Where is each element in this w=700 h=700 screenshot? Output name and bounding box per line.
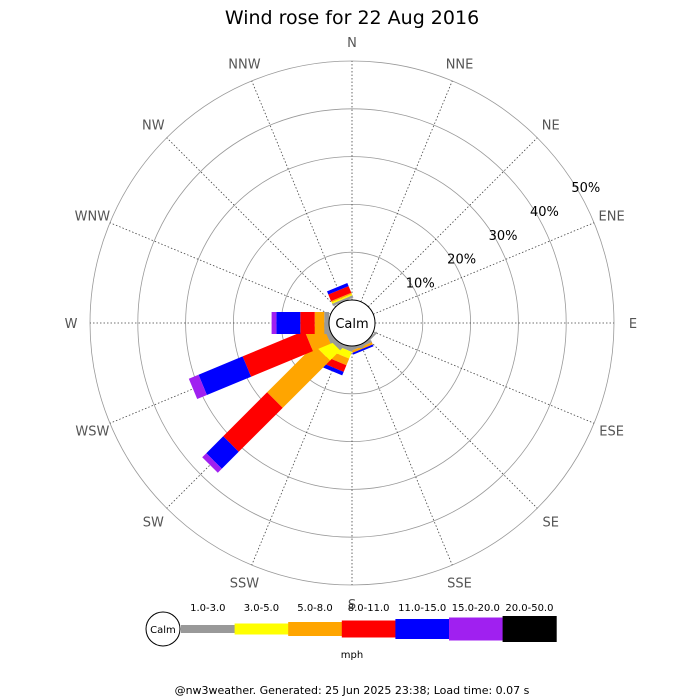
direction-label-sw: SW	[143, 516, 164, 531]
direction-label-ssw: SSW	[230, 577, 260, 592]
petal-wsw-bin-6	[188, 374, 207, 399]
spoke-nne	[360, 80, 453, 302]
petal-ssw-bin-5	[321, 363, 344, 376]
petal-sw-bin-3	[267, 345, 330, 408]
legend-swatch-7	[502, 616, 557, 642]
legend-swatch-5	[395, 619, 450, 639]
direction-labels: N NNE NE ENE E ESE SE SSE S SSW SW WSW W WNW NW NNW	[65, 36, 638, 613]
direction-label-w: W	[65, 317, 78, 332]
legend-label-6: 15.0-20.0	[452, 603, 500, 614]
grid-ring-4	[137, 108, 567, 538]
radial-label-3: 30%	[489, 229, 518, 244]
spoke-ese	[373, 331, 595, 424]
direction-label-s: S	[348, 598, 356, 613]
petal-sw-bin-6	[202, 453, 222, 473]
legend-label-7: 20.0-50.0	[505, 603, 553, 614]
spoke-nw	[166, 137, 337, 308]
petal-nnw-bin-4	[328, 286, 352, 302]
direction-label-sse: SSE	[447, 577, 472, 592]
legend-label-1: 1.0-3.0	[190, 603, 225, 614]
spoke-wnw	[109, 222, 331, 315]
spoke-ssw	[251, 344, 344, 566]
petal-nnw-bin-5	[327, 283, 349, 295]
petal-sse-bin-5	[352, 344, 374, 355]
legend-label-5: 11.0-15.0	[398, 603, 446, 614]
legend-calm-circle	[145, 611, 181, 647]
legend: Calm 1.0-3.0 3.0-5.0 5.0-8.0 8.0-11.0 11.0-15…	[145, 603, 557, 647]
spoke-sse	[360, 344, 453, 566]
radial-label-5: 50%	[571, 181, 600, 196]
spoke-nnw	[251, 80, 344, 302]
petal-w-bin-5	[276, 312, 301, 334]
petal-nnw-bin-2	[331, 294, 353, 304]
petal-se-bin-1	[360, 331, 378, 349]
legend-swatch-4	[341, 620, 396, 638]
direction-label-ene: ENE	[599, 209, 625, 224]
direction-label-nnw: NNW	[228, 57, 260, 72]
petal-w-bin-6	[271, 312, 277, 334]
grid-ring-3	[185, 156, 519, 490]
spoke-ene	[373, 222, 595, 315]
spoke-ne	[367, 137, 538, 308]
spoke-se	[367, 338, 538, 509]
direction-label-se: SE	[542, 516, 558, 531]
petal-wsw-bin-4	[242, 330, 313, 377]
direction-label-wsw: WSW	[75, 425, 109, 440]
petal-wsw-bin-5	[198, 356, 252, 395]
radial-label-2: 20%	[447, 253, 476, 268]
calm-circle	[328, 299, 376, 347]
legend-unit: mph	[341, 650, 363, 661]
legend-swatch-6	[449, 617, 504, 641]
petal-nnw-bin-1	[332, 295, 354, 306]
direction-label-ese: ESE	[599, 425, 624, 440]
direction-label-ne: NE	[542, 118, 560, 133]
legend-calm-label: Calm	[150, 625, 176, 636]
radial-label-4: 40%	[530, 205, 559, 220]
petal-nnw-bin-3	[331, 292, 352, 303]
chart-title: Wind rose for 22 Aug 2016	[225, 7, 479, 29]
direction-label-e: E	[629, 317, 637, 332]
legend-swatch-3	[288, 622, 343, 636]
petal-w-bin-4	[300, 312, 315, 334]
petal-w-bin-1	[324, 312, 329, 334]
direction-label-nne: NNE	[446, 57, 474, 72]
direction-label-wnw: WNW	[75, 209, 111, 224]
legend-label-2: 3.0-5.0	[244, 603, 279, 614]
legend-swatch-2	[234, 623, 289, 635]
radial-labels: 10% 20% 30% 40% 50%	[406, 181, 600, 292]
radial-label-1: 10%	[406, 277, 435, 292]
petal-sw-bin-5	[206, 436, 239, 469]
direction-label-n: N	[347, 36, 357, 51]
footer-text: @nw3weather. Generated: 25 Jun 2025 23:3…	[175, 684, 530, 697]
legend-label-3: 5.0-8.0	[297, 603, 332, 614]
legend-swatch-1	[181, 625, 236, 633]
legend-label-4: 8.0-11.0	[348, 603, 390, 614]
petals	[188, 283, 378, 473]
petal-sw-bin-4	[223, 392, 283, 452]
direction-label-nw: NW	[142, 118, 165, 133]
petal-w-bin-3	[314, 312, 325, 334]
calm-label: Calm	[335, 317, 368, 332]
